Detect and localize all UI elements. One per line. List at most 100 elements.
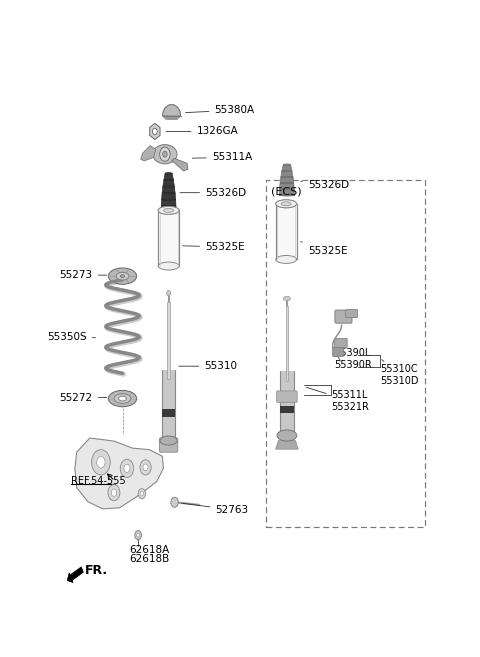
Ellipse shape xyxy=(283,164,291,166)
Circle shape xyxy=(135,531,142,539)
Text: 55310C
55310D: 55310C 55310D xyxy=(381,359,419,386)
FancyBboxPatch shape xyxy=(159,438,178,452)
Text: 55272: 55272 xyxy=(60,392,107,403)
Ellipse shape xyxy=(160,436,177,445)
Text: 55380A: 55380A xyxy=(186,105,254,115)
Polygon shape xyxy=(282,165,292,171)
Polygon shape xyxy=(164,173,173,180)
Circle shape xyxy=(111,489,117,496)
Ellipse shape xyxy=(162,193,175,194)
Ellipse shape xyxy=(279,194,295,196)
FancyBboxPatch shape xyxy=(162,409,175,417)
Ellipse shape xyxy=(120,275,125,277)
Text: 55326D: 55326D xyxy=(180,188,246,198)
Ellipse shape xyxy=(161,206,176,207)
Text: REF.54-555: REF.54-555 xyxy=(71,476,126,486)
Polygon shape xyxy=(280,177,294,183)
Circle shape xyxy=(153,128,157,135)
Text: 55325E: 55325E xyxy=(182,242,245,252)
FancyBboxPatch shape xyxy=(276,204,297,260)
Ellipse shape xyxy=(167,290,171,296)
Polygon shape xyxy=(163,104,180,116)
Text: 55273: 55273 xyxy=(60,270,107,280)
Ellipse shape xyxy=(280,182,294,184)
Ellipse shape xyxy=(277,430,297,441)
Polygon shape xyxy=(162,193,176,200)
Polygon shape xyxy=(172,158,188,171)
Ellipse shape xyxy=(163,186,174,187)
Ellipse shape xyxy=(281,176,293,178)
Text: 55390L
55390R: 55390L 55390R xyxy=(335,344,372,370)
Ellipse shape xyxy=(276,256,297,263)
Circle shape xyxy=(140,491,144,496)
Ellipse shape xyxy=(281,202,291,206)
Circle shape xyxy=(160,147,170,162)
Ellipse shape xyxy=(116,272,129,280)
Polygon shape xyxy=(276,441,298,449)
Text: 62618A: 62618A xyxy=(129,545,169,555)
Ellipse shape xyxy=(108,268,137,284)
Polygon shape xyxy=(279,183,294,189)
FancyArrow shape xyxy=(67,567,84,583)
Text: 55311L
55321R: 55311L 55321R xyxy=(306,387,370,412)
Ellipse shape xyxy=(162,199,176,200)
Text: 62618B: 62618B xyxy=(129,555,169,564)
Text: FR.: FR. xyxy=(85,564,108,577)
FancyBboxPatch shape xyxy=(335,338,347,348)
Text: (ECS): (ECS) xyxy=(271,186,301,196)
Circle shape xyxy=(163,151,167,157)
Polygon shape xyxy=(75,438,163,509)
Polygon shape xyxy=(163,116,180,120)
Ellipse shape xyxy=(114,394,131,403)
Text: 55350S: 55350S xyxy=(47,332,96,342)
FancyBboxPatch shape xyxy=(276,391,297,402)
Ellipse shape xyxy=(158,262,179,270)
Ellipse shape xyxy=(276,200,297,208)
Text: 1326GA: 1326GA xyxy=(166,126,238,137)
Ellipse shape xyxy=(281,202,291,206)
Ellipse shape xyxy=(282,170,292,171)
Circle shape xyxy=(138,489,145,499)
Polygon shape xyxy=(150,124,160,139)
Circle shape xyxy=(92,449,110,475)
Polygon shape xyxy=(161,200,176,206)
Ellipse shape xyxy=(164,208,174,212)
Polygon shape xyxy=(163,180,174,187)
Ellipse shape xyxy=(279,194,295,196)
Ellipse shape xyxy=(119,396,126,401)
Circle shape xyxy=(108,485,120,501)
FancyBboxPatch shape xyxy=(266,180,424,526)
Circle shape xyxy=(140,460,151,475)
Ellipse shape xyxy=(164,208,174,212)
FancyBboxPatch shape xyxy=(335,310,352,323)
Ellipse shape xyxy=(158,206,179,214)
Ellipse shape xyxy=(165,172,172,174)
Polygon shape xyxy=(279,189,295,195)
Circle shape xyxy=(120,459,133,478)
Polygon shape xyxy=(162,187,175,193)
Ellipse shape xyxy=(158,206,179,214)
Text: 55310: 55310 xyxy=(179,361,237,371)
Text: 55311A: 55311A xyxy=(192,152,252,162)
Circle shape xyxy=(171,497,178,507)
Circle shape xyxy=(124,464,130,472)
Text: 55326D: 55326D xyxy=(301,180,349,190)
FancyBboxPatch shape xyxy=(280,371,294,432)
FancyBboxPatch shape xyxy=(167,302,170,378)
Circle shape xyxy=(143,464,148,471)
FancyBboxPatch shape xyxy=(346,309,358,317)
Polygon shape xyxy=(141,146,156,161)
Text: 55325E: 55325E xyxy=(300,242,348,256)
Ellipse shape xyxy=(153,145,177,164)
Ellipse shape xyxy=(279,189,294,190)
Circle shape xyxy=(97,457,105,468)
Circle shape xyxy=(137,533,140,537)
FancyBboxPatch shape xyxy=(158,210,179,266)
FancyBboxPatch shape xyxy=(162,370,175,437)
Ellipse shape xyxy=(276,200,297,208)
Ellipse shape xyxy=(108,390,137,407)
Ellipse shape xyxy=(164,179,173,181)
FancyBboxPatch shape xyxy=(333,348,344,357)
FancyBboxPatch shape xyxy=(280,406,294,413)
Ellipse shape xyxy=(161,206,176,207)
